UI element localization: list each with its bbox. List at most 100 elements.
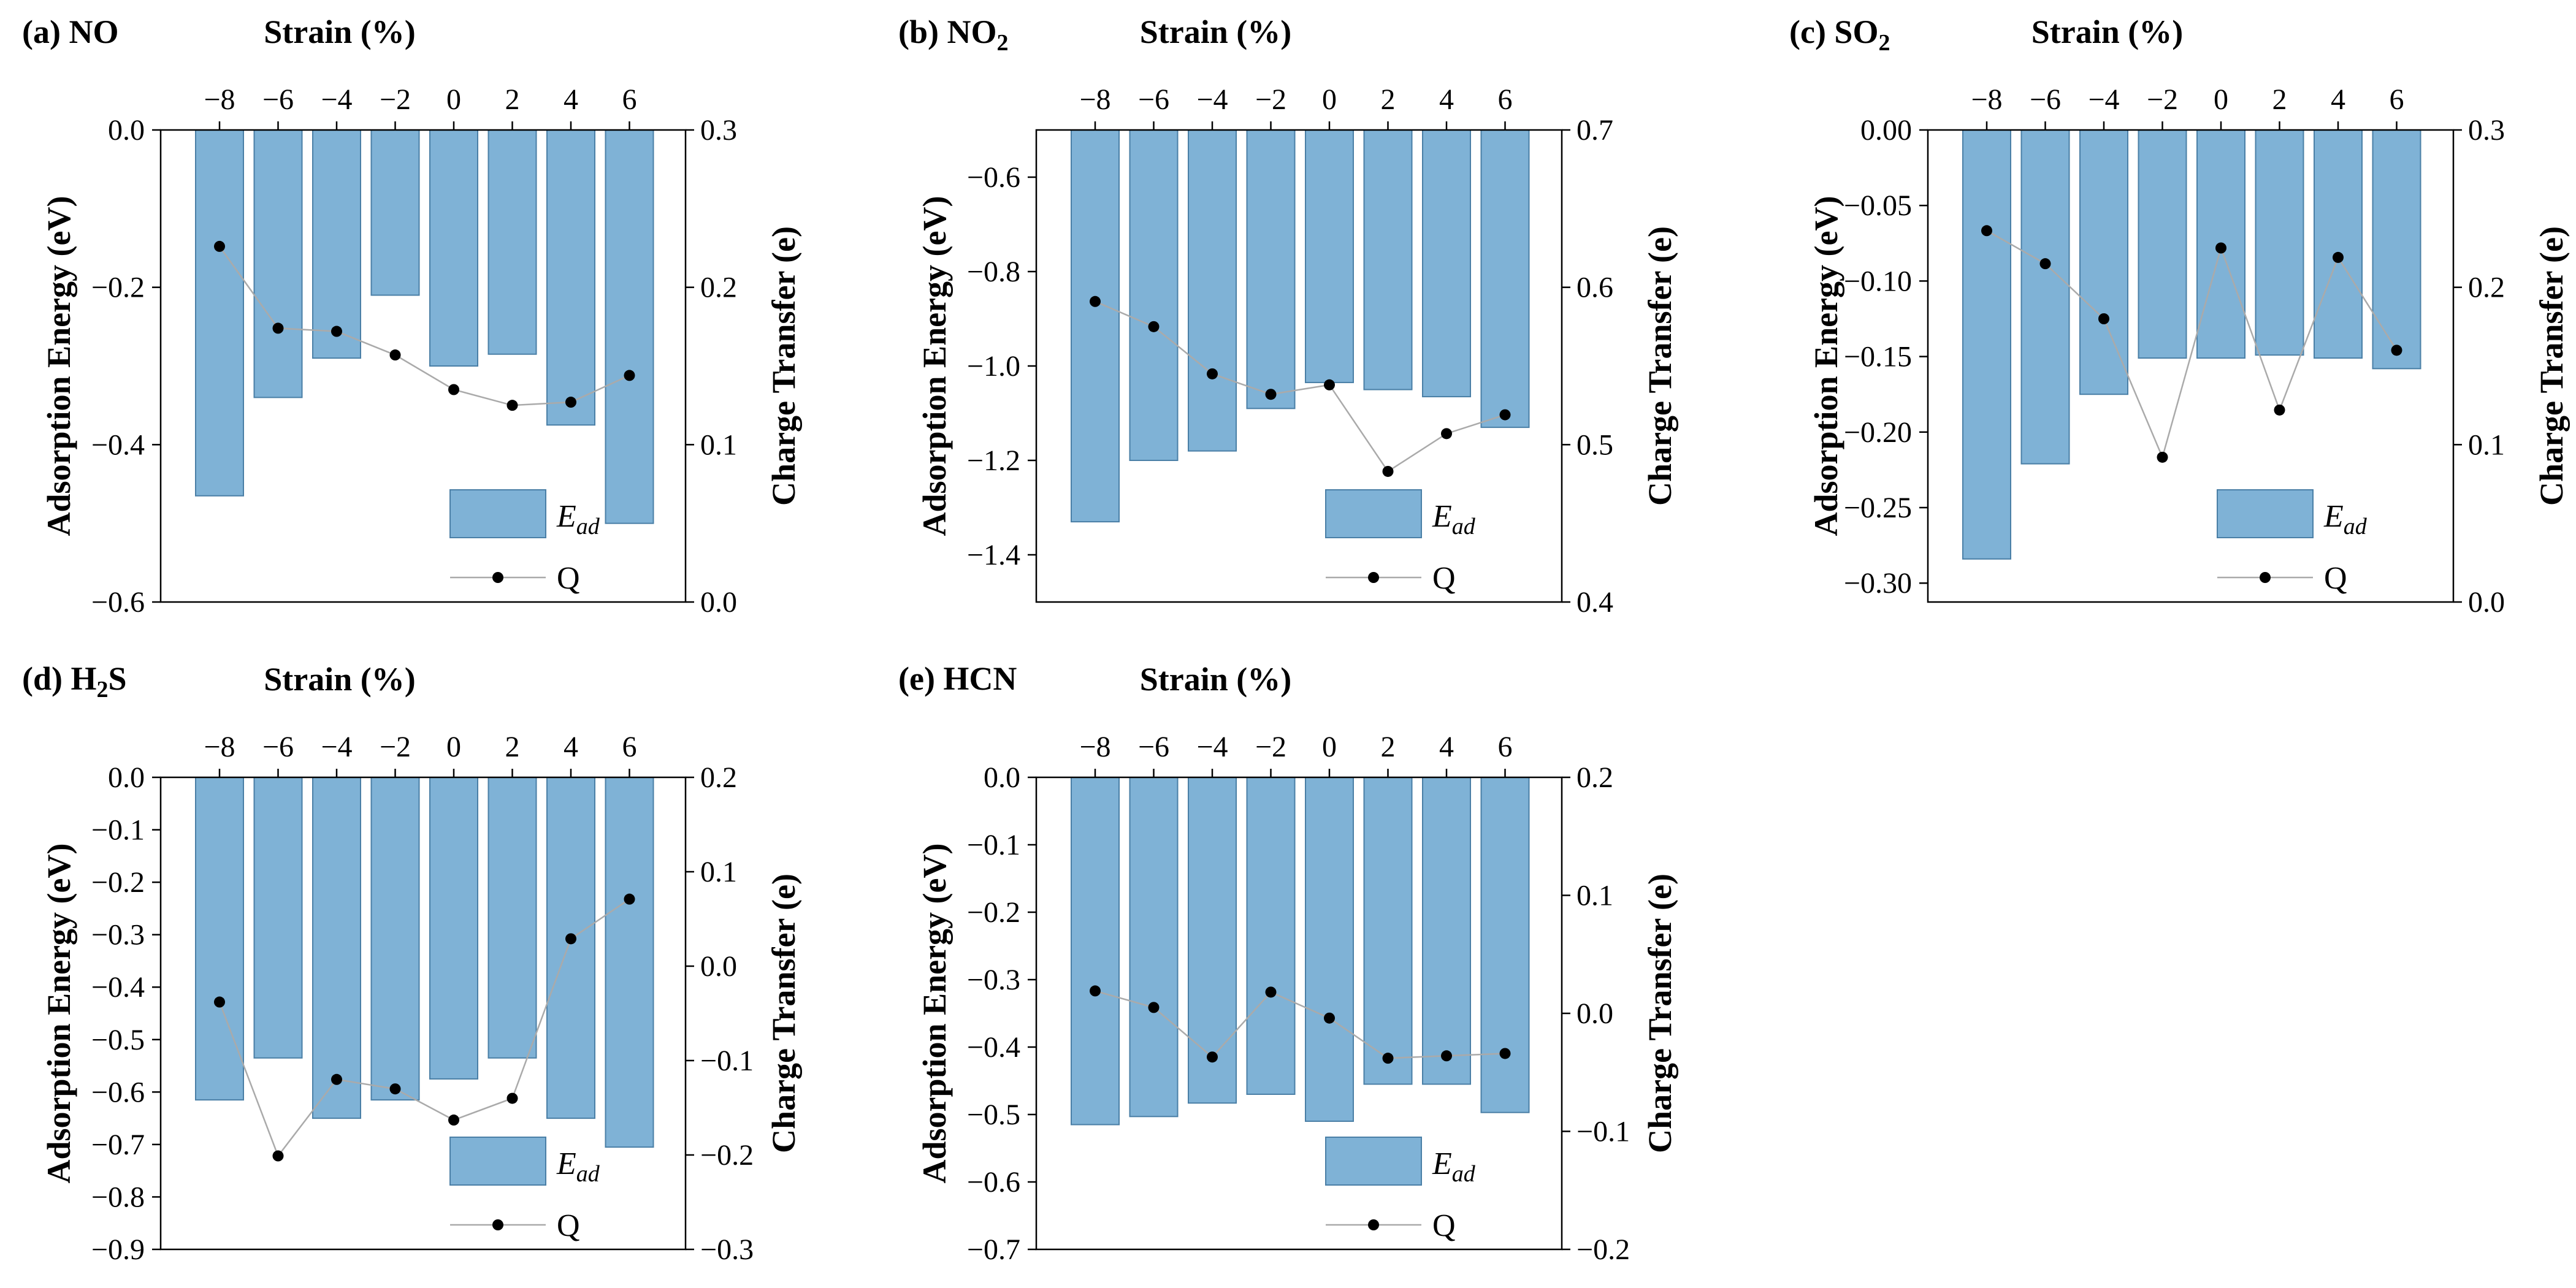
- q-point: [1981, 225, 1992, 237]
- y2-tick-label: 0.2: [700, 272, 737, 304]
- y2-axis-title: Charge Transfer (e): [1642, 874, 1678, 1153]
- q-point: [1148, 1002, 1160, 1013]
- y-tick-label: −0.2: [91, 866, 145, 899]
- q-point: [448, 1115, 459, 1126]
- y-tick-label: −0.2: [91, 272, 145, 304]
- y-tick-label: −0.6: [967, 1166, 1020, 1198]
- q-series-line: [1095, 990, 1505, 1059]
- q-point: [565, 397, 576, 408]
- y-tick-label: −1.4: [967, 539, 1020, 571]
- x-tick-label: −2: [1255, 731, 1286, 763]
- chart-panel: (b) NO2 Strain (%) −8 −6 −4 −2 0 2 4 6 −0.6 −0.8 −1.…: [898, 13, 1678, 619]
- y-tick-label: −0.5: [967, 1099, 1020, 1131]
- y2-tick-label: 0.0: [1577, 997, 1613, 1030]
- y-axis-title: Adsorption Energy (eV): [916, 844, 953, 1184]
- q-point: [506, 400, 518, 411]
- bar: [195, 129, 244, 497]
- y2-tick-label: 0.1: [2468, 429, 2505, 461]
- bar: [370, 129, 420, 296]
- q-point: [389, 349, 401, 361]
- y-tick-label: −0.4: [967, 1031, 1020, 1064]
- y2-tick-label: −0.2: [1577, 1233, 1630, 1266]
- x-axis-title: Strain (%): [264, 13, 415, 50]
- y2-tick-label: 0.1: [700, 429, 737, 461]
- bar: [1246, 777, 1296, 1095]
- q-point: [1382, 465, 1394, 477]
- y-tick-label: −0.9: [91, 1233, 145, 1266]
- bar: [1188, 129, 1237, 452]
- y2-tick-label: 0.4: [1577, 586, 1613, 619]
- x-tick-label: 4: [2331, 83, 2345, 116]
- y-tick-label: 0.0: [108, 114, 145, 147]
- y2-tick-label: 0.1: [700, 856, 737, 888]
- bar: [1071, 777, 1120, 1126]
- legend-bar-label: Ead: [2323, 499, 2368, 539]
- q-series-line: [218, 898, 630, 1158]
- panel-title: (d) H2S: [22, 660, 127, 703]
- legend-line-marker: [492, 572, 503, 583]
- x-tick-label: −2: [1255, 83, 1286, 116]
- y-tick-label: −1.2: [967, 444, 1020, 477]
- legend-line-label: Q: [1432, 1208, 1456, 1243]
- bar: [1129, 777, 1179, 1118]
- bar: [2138, 129, 2187, 359]
- bar: [2255, 129, 2304, 356]
- y-tick-label: −0.6: [91, 586, 145, 619]
- bar: [1363, 777, 1413, 1085]
- y-axis-title: Adsorption Energy (eV): [916, 196, 953, 536]
- legend-bar-swatch: [449, 489, 546, 538]
- bar: [2372, 129, 2421, 370]
- legend-bar-label: Ead: [1432, 499, 1476, 539]
- y-tick-label: −0.8: [91, 1181, 145, 1213]
- legend-bar-label: Ead: [556, 1146, 600, 1187]
- bar: [605, 129, 654, 524]
- y2-tick-label: 0.7: [1577, 114, 1613, 147]
- panel-title: (a) NO: [22, 13, 118, 50]
- legend-line-label: Q: [557, 1208, 580, 1243]
- legend-bar-swatch: [449, 1137, 546, 1186]
- x-tick-label: −4: [321, 731, 352, 763]
- q-point: [2039, 258, 2051, 270]
- x-tick-label: −4: [321, 83, 352, 116]
- x-tick-label: −4: [1196, 731, 1228, 763]
- x-axis-title: Strain (%): [1140, 661, 1291, 698]
- x-tick-label: −6: [1138, 83, 1169, 116]
- bar: [487, 129, 537, 355]
- bar: [2079, 129, 2128, 395]
- bar: [1363, 129, 1413, 391]
- plot-frame: [159, 776, 687, 1251]
- q-point: [1148, 321, 1160, 332]
- x-tick-label: −8: [1971, 83, 2002, 116]
- q-point: [1441, 1050, 1452, 1062]
- legend-line-marker: [1368, 572, 1379, 583]
- q-point: [1265, 986, 1277, 998]
- y2-tick-label: 0.0: [700, 950, 737, 983]
- y-tick-label: −0.2: [967, 896, 1020, 929]
- chart-panel: (a) NO Strain (%) −8 −6 −4 −2 0 2 4 6 0.0 −0.2 −0.4 −…: [22, 13, 802, 619]
- y2-axis-title: Charge Transfer (e): [2533, 226, 2570, 506]
- q-point: [1207, 1051, 1218, 1063]
- y2-tick-label: −0.3: [700, 1233, 754, 1266]
- y2-tick-label: 0.3: [2468, 114, 2505, 147]
- y-tick-label: −0.15: [1844, 341, 1912, 373]
- x-tick-label: 6: [622, 83, 637, 116]
- x-tick-label: 4: [564, 83, 578, 116]
- y-tick-label: −0.6: [967, 161, 1020, 194]
- y-tick-label: −0.10: [1844, 265, 1912, 297]
- bar: [1305, 129, 1354, 383]
- q-point: [272, 1150, 284, 1162]
- q-point: [565, 933, 576, 945]
- bar: [429, 777, 478, 1080]
- y-tick-label: 0.0: [984, 761, 1020, 794]
- bar: [1188, 777, 1237, 1104]
- bar: [546, 129, 595, 426]
- y-tick-label: −0.4: [91, 429, 145, 461]
- q-point: [2391, 345, 2402, 356]
- x-tick-label: 6: [2390, 83, 2404, 116]
- legend-bar-swatch: [1325, 489, 1422, 538]
- bar: [2020, 129, 2070, 465]
- x-tick-label: 6: [622, 731, 637, 763]
- q-point: [1499, 1048, 1511, 1059]
- x-tick-label: −2: [380, 83, 411, 116]
- x-tick-label: −6: [2030, 83, 2061, 116]
